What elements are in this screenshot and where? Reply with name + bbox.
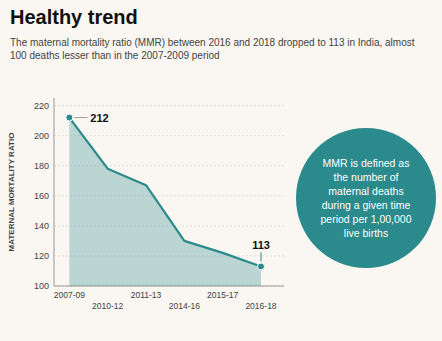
line xyxy=(69,118,261,267)
note: MMR is defined as the number of maternal… xyxy=(296,128,436,268)
y-tick-label: 160 xyxy=(34,191,49,201)
subtitle: The maternal mortality ratio (MMR) betwe… xyxy=(10,36,430,62)
point xyxy=(66,114,73,121)
x-tick-label: 2014-16 xyxy=(169,301,200,311)
x-tick-label: 2015-17 xyxy=(207,290,238,300)
annotation: 113 xyxy=(252,239,270,251)
title: Healthy trend xyxy=(10,6,138,29)
point xyxy=(258,263,265,270)
y-tick-label: 220 xyxy=(34,101,49,111)
grid-line xyxy=(54,105,284,106)
annotation: 212 xyxy=(90,112,108,124)
annotation-line xyxy=(74,117,87,118)
y-axis-label: MATERNAL MORTALITY RATIO xyxy=(7,133,16,252)
x-tick-label: 2010-12 xyxy=(92,301,123,311)
area xyxy=(69,118,261,286)
annotation-line xyxy=(261,252,262,261)
y-tick-label: 120 xyxy=(34,251,49,261)
y-axis-line xyxy=(54,98,55,286)
x-tick-label: 2007-09 xyxy=(54,290,85,300)
plot-area xyxy=(66,114,265,286)
y-tick-label: 180 xyxy=(34,161,49,171)
y-tick-label: 100 xyxy=(34,281,49,291)
y-tick-label: 140 xyxy=(34,221,49,231)
grid-line xyxy=(54,135,284,136)
x-tick-label: 2016-18 xyxy=(245,301,276,311)
x-tick-label: 2011-13 xyxy=(131,290,162,300)
y-tick-label: 200 xyxy=(34,131,49,141)
